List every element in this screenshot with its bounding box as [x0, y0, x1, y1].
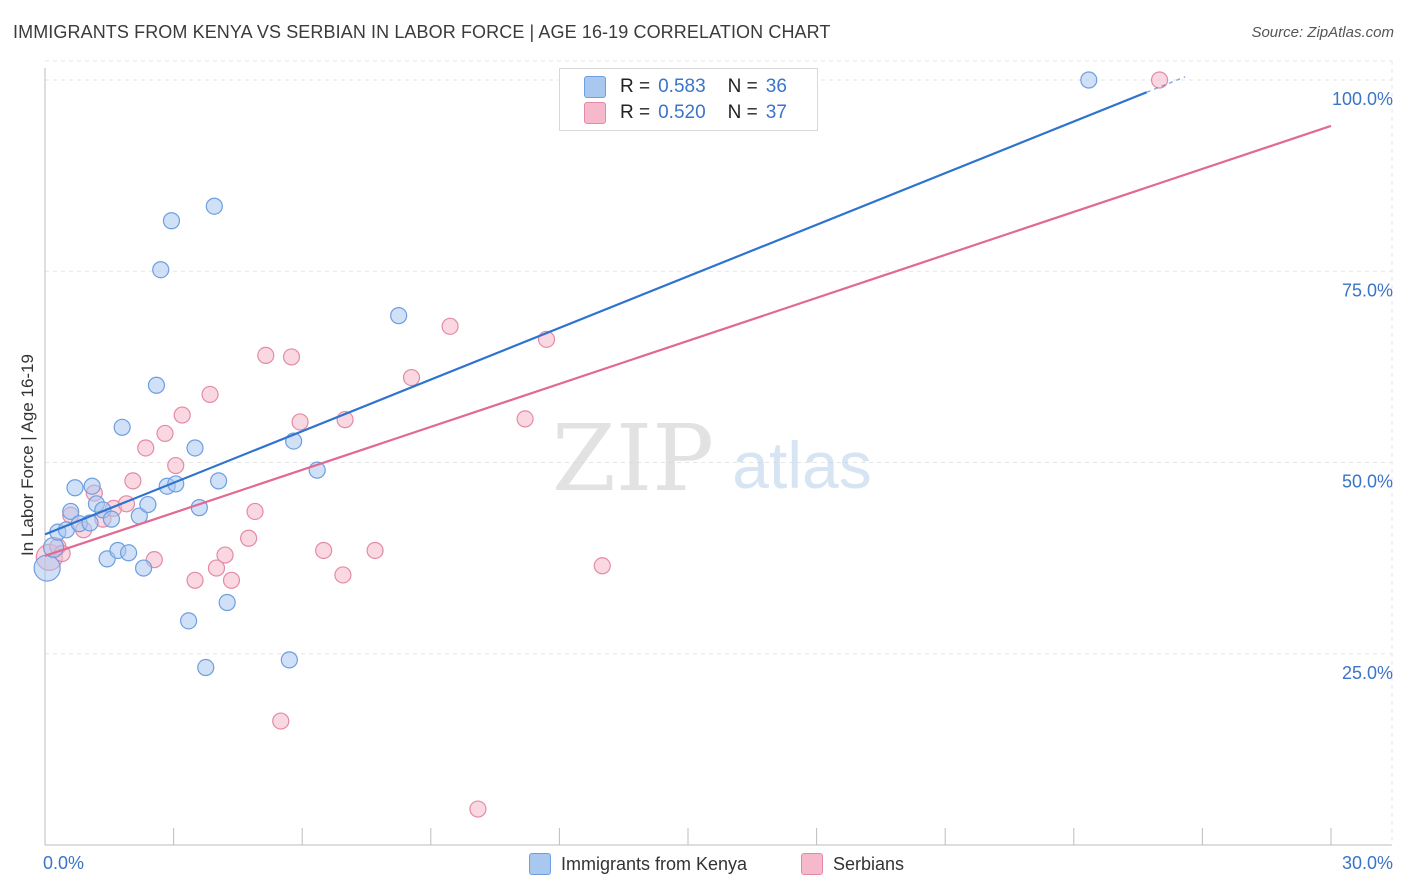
correlation-legend: R = 0.583 N = 36 R = 0.520 N = 37 — [559, 68, 818, 131]
kenya-point — [186, 439, 204, 457]
serbian-point — [315, 541, 333, 560]
kenya-point — [62, 502, 80, 521]
kenya-point — [152, 261, 170, 279]
kenya-point — [280, 651, 298, 669]
serbian-point — [137, 439, 155, 457]
serbian-point — [257, 346, 275, 364]
x-tick-label: 0.0% — [43, 853, 84, 873]
trend-line-extension — [1146, 76, 1186, 93]
r-label: R = — [620, 102, 651, 123]
axes — [44, 68, 1392, 846]
kenya-point — [33, 554, 61, 582]
serbian-point — [167, 456, 185, 475]
kenya-swatch — [529, 853, 551, 875]
y-tick-label: 100.0% — [1332, 89, 1393, 109]
serbian-point — [441, 317, 459, 335]
r-value: 0.520 — [658, 102, 706, 123]
serbian-point — [402, 368, 421, 387]
serbian-point — [240, 529, 258, 547]
y-tick-label: 75.0% — [1342, 280, 1393, 300]
kenya-point — [147, 376, 166, 394]
serbian-point — [222, 571, 241, 589]
serbian-point — [207, 559, 226, 577]
kenya-swatch — [584, 76, 606, 98]
legend-item-serbians[interactable]: Serbians — [801, 851, 904, 877]
serbian-point — [469, 800, 487, 818]
serbian-point — [216, 546, 234, 564]
r-value: 0.583 — [658, 76, 706, 97]
y-tick-label: 50.0% — [1342, 472, 1393, 492]
serbian-point — [1150, 71, 1169, 89]
gridlines — [45, 60, 1393, 845]
legend-item-kenya[interactable]: Immigrants from Kenya — [529, 851, 747, 877]
watermark-zip: ZIP — [552, 405, 714, 512]
legend-row-serbians: R = 0.520 N = 37 — [584, 101, 787, 125]
kenya-point — [139, 495, 157, 514]
kenya-point — [102, 510, 121, 528]
serbian-point — [291, 413, 309, 431]
serbians-swatch — [584, 102, 606, 124]
kenya-point — [218, 593, 236, 612]
serbian-point — [186, 571, 204, 589]
kenya-point — [83, 477, 101, 495]
serbians-swatch — [801, 853, 823, 875]
serbian-point — [334, 566, 352, 584]
serbian-point — [246, 502, 264, 521]
kenya-point — [210, 472, 228, 490]
serbian-point — [366, 541, 384, 560]
trend-line-serbians — [44, 124, 1332, 557]
trend-lines — [44, 76, 1332, 557]
serbian-point — [516, 410, 534, 428]
tick-labels: 25.0% 50.0% 75.0% 100.0% 0.0% 30.0% — [43, 89, 1393, 873]
serbian-point — [156, 424, 174, 443]
kenya-point — [134, 559, 153, 577]
kenya-point — [180, 612, 198, 630]
n-value: 37 — [765, 102, 787, 123]
n-label: N = — [727, 102, 758, 123]
kenya-point — [390, 307, 408, 325]
serbian-point — [173, 406, 191, 424]
kenya-point — [1080, 71, 1098, 89]
legend-label-serbians: Serbians — [833, 853, 905, 874]
kenya-point — [162, 212, 181, 230]
legend-row-kenya: R = 0.583 N = 36 — [584, 75, 787, 99]
n-value: 36 — [765, 76, 787, 97]
kenya-point — [197, 658, 215, 677]
watermark: ZIP atlas — [552, 405, 872, 512]
serbian-point — [124, 472, 142, 490]
data-points — [33, 71, 1169, 818]
legend-label-kenya: Immigrants from Kenya — [561, 853, 748, 874]
serbian-point — [272, 712, 290, 730]
kenya-point — [205, 197, 223, 215]
watermark-atlas: atlas — [732, 428, 871, 502]
serbian-point — [282, 348, 301, 366]
y-tick-label: 25.0% — [1342, 663, 1393, 683]
serbian-point — [593, 557, 611, 575]
serbian-point — [201, 385, 219, 404]
r-label: R = — [620, 76, 651, 97]
n-label: N = — [727, 76, 758, 97]
x-tick-label: 30.0% — [1342, 853, 1393, 873]
kenya-point — [113, 418, 131, 436]
kenya-point — [119, 544, 138, 562]
kenya-point — [66, 479, 84, 497]
chart-title: IMMIGRANTS FROM KENYA VS SERBIAN IN LABO… — [13, 22, 831, 42]
trend-line-kenya — [44, 91, 1148, 536]
source-label: Source: ZipAtlas.com — [1251, 24, 1394, 41]
